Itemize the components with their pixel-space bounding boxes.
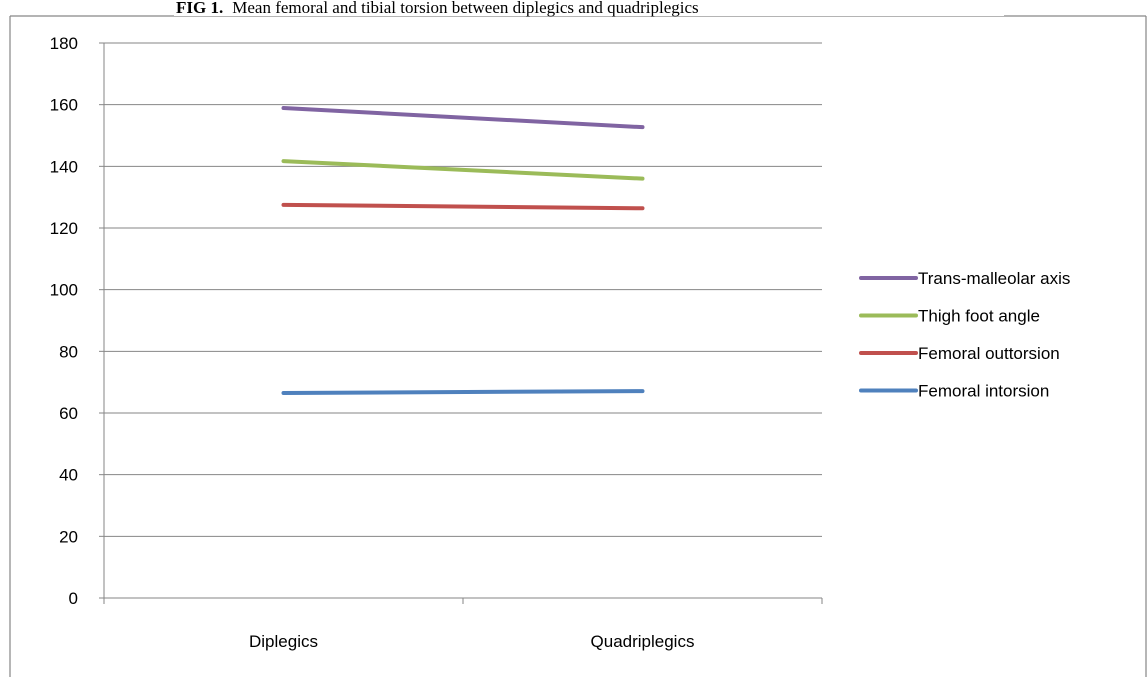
y-tick-label: 60 (59, 404, 78, 423)
x-category-label: Diplegics (249, 632, 318, 651)
caption-background (174, 0, 1004, 16)
figure-caption: FIG 1. Mean femoral and tibial torsion b… (176, 0, 699, 17)
legend: Trans-malleolar axis Thigh foot angle Femo… (859, 269, 1070, 401)
axes: 0 20 40 60 80 100 120 140 160 180 Diplegics Quadrip… (50, 34, 823, 651)
y-tick-label: 40 (59, 466, 78, 485)
y-tick-label: 160 (50, 96, 78, 115)
y-tick-label: 0 (69, 589, 78, 608)
legend-label: Thigh foot angle (918, 307, 1040, 326)
series-line (281, 106, 645, 130)
series-line (281, 159, 645, 181)
series-lines (281, 106, 645, 395)
gridlines (104, 42, 822, 537)
legend-label: Femoral intorsion (918, 382, 1049, 401)
caption-prefix: FIG 1. (176, 0, 223, 17)
legend-label: Femoral outtorsion (918, 344, 1060, 363)
series-line (281, 202, 645, 211)
y-tick-label: 80 (59, 342, 78, 361)
legend-label: Trans-malleolar axis (918, 269, 1070, 288)
y-tick-label: 140 (50, 157, 78, 176)
y-tick-label: 20 (59, 527, 78, 546)
series-line (281, 389, 645, 395)
y-tick-label: 120 (50, 219, 78, 238)
caption-text: Mean femoral and tibial torsion between … (232, 0, 698, 17)
y-tick-label: 100 (50, 281, 78, 300)
y-tick-label: 180 (50, 34, 78, 53)
x-category-label: Quadriplegics (591, 632, 695, 651)
